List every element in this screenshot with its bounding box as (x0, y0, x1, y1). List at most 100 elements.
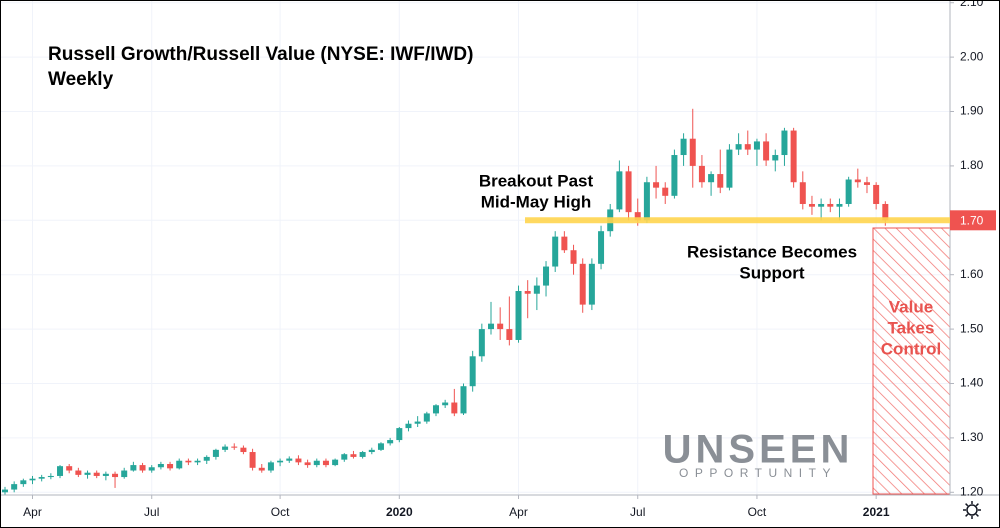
candle-body (854, 179, 861, 183)
candle-body (313, 460, 320, 466)
candle-body (405, 423, 412, 429)
annotation-text: Support (739, 263, 804, 282)
candle-body (671, 155, 678, 196)
candle-body (231, 446, 238, 448)
candle-body (20, 480, 27, 485)
x-tick-label: Jul (144, 505, 159, 519)
price-marker-box (950, 210, 996, 231)
candle-body (735, 144, 742, 150)
candle-body (57, 466, 64, 476)
candle-body (121, 470, 128, 478)
candle-body (460, 386, 467, 414)
candle-body (680, 138, 687, 156)
ticks: 1.20 1.30 1.40 1.50 1.60 1.70 1.80 1.90 2.00 2.10… (23, 0, 984, 519)
x-tick-label: 2020 (386, 505, 413, 519)
annotation-text: Control (881, 339, 941, 358)
candle-body (139, 465, 146, 471)
candle-body (653, 182, 660, 188)
candle-body (341, 454, 348, 460)
logo-tagline: OPPORTUNITY (679, 466, 837, 480)
candle-body (763, 141, 770, 161)
candle-body (533, 285, 540, 294)
candle-body (836, 203, 843, 207)
candle-body (2, 489, 8, 493)
candle-body (506, 329, 513, 340)
candle-body (222, 446, 229, 450)
candle-body (38, 477, 45, 479)
candle-body (442, 402, 449, 406)
candle-body (753, 141, 760, 150)
annotation-text: Takes (888, 318, 935, 337)
candle-body (423, 413, 430, 422)
candle-body (744, 144, 751, 150)
candle-body (432, 405, 439, 414)
candle-body (277, 460, 284, 463)
candle-body (203, 456, 210, 461)
candle-body (818, 203, 825, 207)
candle-body (11, 484, 18, 490)
candle-body (267, 462, 274, 471)
candle-body (451, 402, 458, 414)
candle-body (478, 329, 485, 357)
candle-body (148, 467, 155, 471)
y-tick-label: 2.00 (960, 49, 984, 63)
settings-icon[interactable] (963, 501, 981, 519)
candle-body (873, 184, 880, 204)
candle-body (808, 203, 815, 207)
candle-body (717, 174, 724, 188)
candle-body (863, 182, 870, 185)
candle-body (322, 460, 329, 466)
candle-body (634, 212, 641, 221)
annotation-text: Breakout Past (479, 171, 594, 190)
y-tick-label: 1.50 (960, 321, 984, 335)
candle-body (93, 472, 100, 476)
candle-body (561, 236, 568, 251)
candle-body (625, 171, 632, 213)
y-tick-label: 1.30 (960, 430, 984, 444)
candle-body (130, 465, 137, 471)
x-tick-label: Apr (509, 505, 528, 519)
candle-body (662, 187, 669, 196)
annotation-text: Mid-May High (481, 192, 592, 211)
candle-body (47, 475, 54, 478)
candle-body (176, 460, 183, 469)
candle-body (194, 460, 201, 463)
y-tick-label: 2.10 (960, 0, 984, 9)
candle-body (781, 130, 788, 156)
candle-body (84, 472, 91, 475)
y-tick-label: 1.20 (960, 484, 984, 498)
candle-body (295, 458, 302, 463)
candle-body (469, 356, 476, 387)
candle-body (75, 470, 82, 475)
x-tick-label: Oct (271, 505, 290, 519)
candle-body (167, 463, 174, 469)
candle-body (524, 291, 531, 294)
price-marker-label: 1.70 (960, 213, 984, 227)
candle-body (258, 467, 265, 471)
candle-body (882, 203, 889, 221)
chart-title: Russell Growth/Russell Value (NYSE: IWF/… (48, 44, 473, 65)
x-tick-label: Oct (748, 505, 767, 519)
candle-body (616, 171, 623, 210)
candle-body (698, 165, 705, 183)
candle-body (552, 236, 559, 267)
candle-body (799, 182, 806, 204)
candle-body (387, 440, 394, 444)
candle-body (515, 291, 522, 340)
candle-body (29, 478, 36, 481)
candle-body (845, 179, 852, 204)
chart-subtitle: Weekly (48, 69, 114, 90)
y-tick-label: 1.60 (960, 267, 984, 281)
candle-body (304, 462, 311, 466)
candle-body (157, 463, 164, 468)
candle-body (726, 149, 733, 188)
candle-body (708, 174, 715, 183)
candle-body (286, 458, 293, 461)
candle-body (488, 323, 495, 330)
logo-name: UNSEEN (663, 428, 854, 472)
candle-body (377, 443, 384, 450)
candle-body (102, 473, 109, 476)
candle-body (396, 428, 403, 441)
candle-body (240, 447, 247, 453)
